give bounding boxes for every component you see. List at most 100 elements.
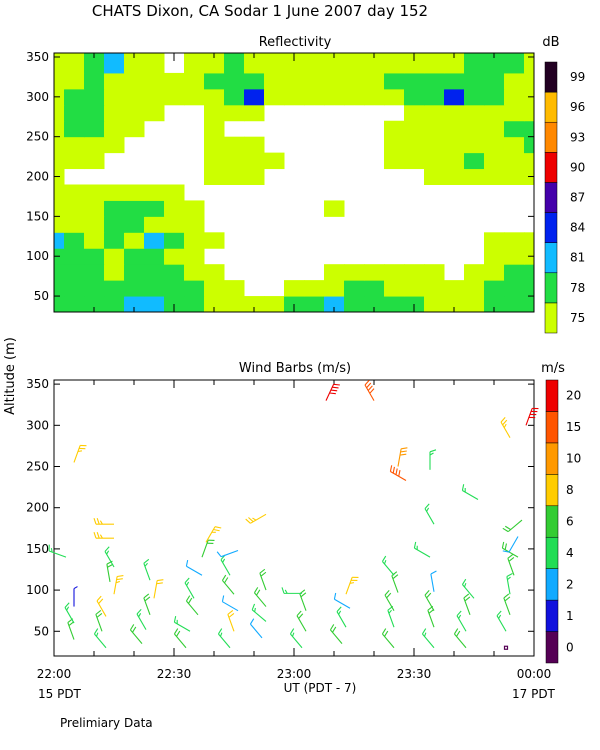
wind-barb xyxy=(429,449,437,470)
reflectivity-plot: 50 100 150 200 250 300 350 xyxy=(26,50,535,313)
x-tick-label: 22:00 xyxy=(37,667,72,681)
wind-barb xyxy=(96,595,107,617)
reflectivity-cell xyxy=(224,152,245,170)
reflectivity-cell xyxy=(244,152,265,170)
reflectivity-cells xyxy=(54,53,534,312)
wind-barb-feather xyxy=(99,520,103,525)
reflectivity-cell xyxy=(304,280,325,297)
panel1-title: Reflectivity xyxy=(259,35,332,50)
reflectivity-cell xyxy=(444,88,465,106)
reflectivity-cell xyxy=(224,53,245,74)
reflectivity-cell xyxy=(124,296,145,312)
wind-barb-feather xyxy=(138,613,142,618)
reflectivity-cell xyxy=(84,264,105,281)
wind-barb-feather xyxy=(500,416,506,423)
wind-barb xyxy=(381,555,395,576)
wind-barb-feather xyxy=(173,615,177,623)
wind-barb-feather xyxy=(185,595,191,602)
reflectivity-cell xyxy=(364,88,385,106)
reflectivity-cell xyxy=(64,184,85,201)
wind-barb xyxy=(221,595,239,612)
reflectivity-cell xyxy=(124,216,145,233)
wind-barb xyxy=(185,595,199,616)
wind-barb-feather xyxy=(291,632,295,637)
reflectivity-cell xyxy=(244,136,265,154)
wind-barb-shaft xyxy=(220,550,239,558)
reflectivity-cell xyxy=(144,88,165,106)
wind-barb-feather xyxy=(456,610,462,617)
wind-barb xyxy=(143,593,151,615)
wind-colorbar-label: 4 xyxy=(566,546,574,560)
wind-barb xyxy=(136,608,147,630)
reflectivity-cell xyxy=(64,53,85,74)
reflectivity-cell xyxy=(204,280,225,297)
reflectivity-cell xyxy=(404,53,425,74)
wind-barb xyxy=(227,610,235,632)
wind-barb xyxy=(259,568,267,591)
reflectivity-cell xyxy=(224,280,245,297)
reflectivity-cell xyxy=(344,280,365,297)
wind-barb-feather xyxy=(332,386,339,389)
reflectivity-cell xyxy=(54,216,65,233)
wind-barb-feather xyxy=(395,468,398,475)
wind-ytick-label: 150 xyxy=(26,542,49,556)
reflectivity-cell xyxy=(244,53,265,74)
reflectivity-cell xyxy=(124,53,145,74)
reflectivity-cell xyxy=(84,88,105,106)
wind-barb-feather xyxy=(508,556,515,562)
reflectivity-cell xyxy=(144,232,165,249)
reflectivity-cell xyxy=(384,53,405,74)
wind-barb-feather xyxy=(253,587,259,594)
wind-barb-feather xyxy=(504,543,507,550)
wind-barb-feather xyxy=(383,559,387,565)
reflectivity-cell xyxy=(224,168,245,185)
wind-barb-feather xyxy=(188,597,193,604)
reflectivity-cell xyxy=(204,264,225,281)
reflectivity-cell xyxy=(364,296,385,312)
wind-barb xyxy=(336,606,347,628)
wind-barb-feather xyxy=(503,423,507,428)
reflectivity-cell xyxy=(144,200,165,217)
wind-colorbar-swatch xyxy=(545,442,559,475)
reflectivity-cell xyxy=(424,53,445,74)
wind-barb-feather xyxy=(430,570,437,575)
reflectivity-cell xyxy=(364,264,385,281)
reflectivity-cell xyxy=(104,216,125,233)
reflectivity-cell xyxy=(404,120,425,138)
wind-barb-feather xyxy=(369,388,375,394)
wind-barb xyxy=(506,572,513,595)
reflectivity-cell xyxy=(64,152,85,170)
reflectivity-cell xyxy=(244,104,265,122)
reflectivity-cell xyxy=(54,72,65,90)
reflectivity-cell xyxy=(464,152,485,170)
wind-barb-feather xyxy=(173,628,179,635)
reflectivity-cell xyxy=(464,280,485,297)
wind-barb xyxy=(296,610,307,632)
reflectivity-cell xyxy=(284,88,305,106)
wind-barb-feather xyxy=(217,628,223,635)
reflectivity-cell xyxy=(464,72,485,90)
reflectivity-cell xyxy=(524,280,534,297)
reflectivity-colorbar-label: 78 xyxy=(570,281,585,295)
reflectivity-cell xyxy=(524,152,534,170)
wind-barb-shaft xyxy=(508,536,519,553)
wind-barb-feather xyxy=(332,626,337,633)
wind-barb-feather xyxy=(99,534,103,539)
wind-barb xyxy=(463,593,471,615)
x-tick-label: 23:30 xyxy=(397,667,432,681)
wind-barb-feather xyxy=(129,624,135,631)
wind-colorbar-swatch xyxy=(545,599,559,632)
reflectivity-cell xyxy=(124,72,145,90)
reflectivity-cell xyxy=(524,53,534,74)
wind-barb xyxy=(456,610,467,632)
reflectivity-cell xyxy=(504,264,525,281)
reflectivity-cell xyxy=(264,296,285,312)
reflectivity-cell xyxy=(444,152,465,170)
wind-barb-feather xyxy=(381,628,387,635)
wind-barb xyxy=(281,587,302,594)
footer-note: Prelimiary Data xyxy=(60,716,153,730)
reflectivity-cell xyxy=(144,280,165,297)
reflectivity-cell xyxy=(144,248,165,265)
reflectivity-colorbar-label: 99 xyxy=(570,70,585,84)
wind-colorbar-label: 10 xyxy=(566,452,581,466)
